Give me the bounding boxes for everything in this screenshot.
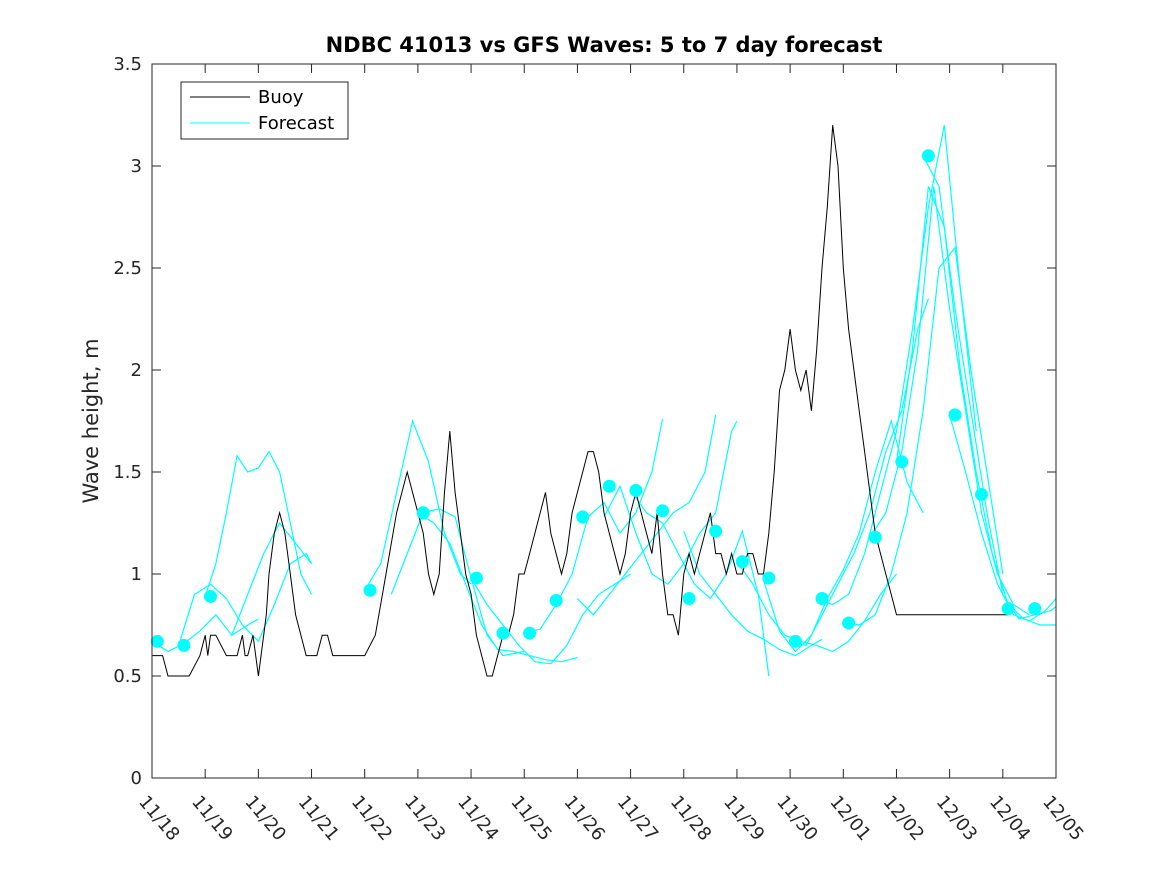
axes-box xyxy=(151,63,1057,779)
forecast-line-2 xyxy=(204,450,313,597)
y-tick-label: 3.5 xyxy=(113,54,142,75)
forecast-line-3 xyxy=(231,521,312,636)
y-axis-label: Wave height, m xyxy=(79,338,103,503)
chart-title: NDBC 41013 vs GFS Waves: 5 to 7 day fore… xyxy=(326,33,883,57)
forecast-marker xyxy=(416,506,430,520)
forecast-marker xyxy=(150,634,164,648)
y-tick-label: 1.5 xyxy=(113,462,142,483)
forecast-line-4 xyxy=(364,418,472,591)
forecast-marker xyxy=(842,616,856,630)
forecast-marker xyxy=(549,594,563,608)
forecast-marker xyxy=(868,530,882,544)
forecast-line-13 xyxy=(736,561,897,653)
forecast-marker xyxy=(496,626,510,640)
forecast-marker xyxy=(655,504,669,518)
forecast-marker xyxy=(815,591,829,605)
legend-buoy-label: Buoy xyxy=(258,87,304,108)
forecast-marker xyxy=(735,555,749,569)
forecast-line-11 xyxy=(630,490,770,677)
forecast-marker xyxy=(363,583,377,597)
forecast-marker xyxy=(788,634,802,648)
forecast-line-10 xyxy=(603,420,738,585)
forecast-marker xyxy=(177,638,191,652)
forecast-marker xyxy=(523,626,537,640)
forecast-marker xyxy=(203,589,217,603)
forecast-line-12 xyxy=(683,530,823,657)
plot-area xyxy=(150,125,1057,677)
forecast-marker xyxy=(895,455,909,469)
forecast-marker xyxy=(762,571,776,585)
forecast-line-0 xyxy=(151,613,259,653)
forecast-line-17 xyxy=(843,246,1004,626)
y-tick-label: 2.5 xyxy=(113,258,142,279)
forecast-marker xyxy=(975,487,989,501)
forecast-marker xyxy=(1001,602,1015,616)
y-tick-label: 3 xyxy=(131,156,142,177)
forecast-marker xyxy=(1028,602,1042,616)
y-tick-label: 1 xyxy=(131,564,142,585)
forecast-line-8 xyxy=(524,418,664,634)
forecast-marker xyxy=(469,571,483,585)
forecast-marker xyxy=(629,483,643,497)
forecast-marker xyxy=(682,591,696,605)
y-tick-label: 0 xyxy=(131,768,142,789)
legend-forecast-label: Forecast xyxy=(258,113,334,134)
legend-box xyxy=(180,81,349,140)
forecast-line-21 xyxy=(949,414,1057,622)
forecast-marker xyxy=(921,149,935,163)
forecast-marker xyxy=(602,479,616,493)
forecast-line-6 xyxy=(417,512,578,663)
forecast-line-16 xyxy=(816,125,977,606)
forecast-marker xyxy=(948,408,962,422)
y-tick-label: 0.5 xyxy=(113,666,142,687)
forecast-line-18 xyxy=(869,186,1030,616)
y-tick-label: 2 xyxy=(131,360,142,381)
forecast-marker xyxy=(709,524,723,538)
forecast-marker xyxy=(576,510,590,524)
legend: Buoy Forecast xyxy=(180,81,349,140)
buoy-line xyxy=(152,125,1009,677)
forecast-line-7 xyxy=(470,573,631,665)
